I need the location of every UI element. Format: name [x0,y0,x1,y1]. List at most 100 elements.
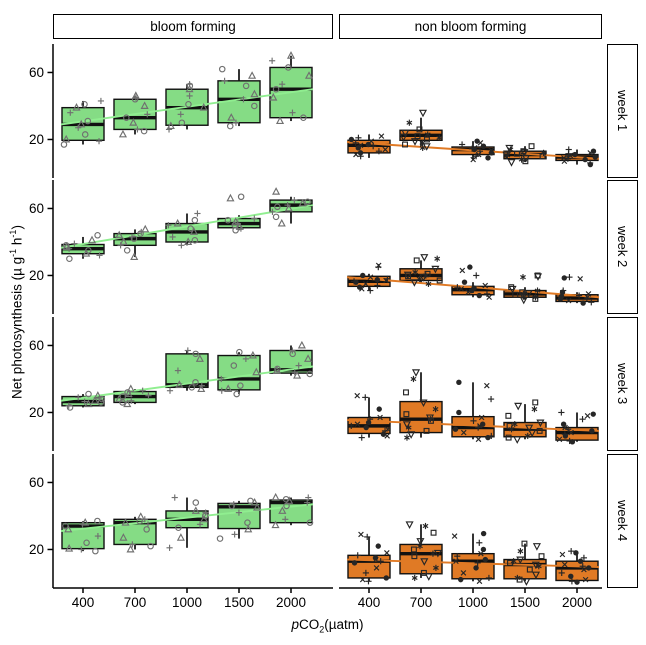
data-point [353,151,359,158]
data-point [528,143,535,150]
data-point [476,292,482,299]
data-point [384,550,390,556]
data-point [532,543,541,551]
data-point [192,499,200,506]
data-point [175,524,182,531]
data-point [526,566,533,573]
x-axis-label: pCO2(µatm) [291,617,364,635]
box [451,552,495,580]
data-point [411,553,418,560]
data-point [531,407,538,412]
data-point [284,64,292,71]
data-point [250,89,259,98]
data-point [227,113,236,121]
data-point [274,365,281,373]
data-point [360,272,366,279]
data-point [130,252,139,261]
data-point [373,565,380,571]
data-point [354,421,361,428]
data-point [304,198,311,206]
x-tick-label: 2000 [276,595,306,610]
data-point [528,429,537,438]
data-point [512,291,519,298]
data-point [175,380,184,388]
data-point [531,571,541,580]
data-point [372,555,379,561]
data-point [531,561,540,570]
data-point [375,262,382,269]
y-tick-label: 60 [29,65,44,80]
data-point [565,297,572,304]
data-point [432,407,439,412]
data-point [192,379,199,386]
data-point [436,135,443,140]
data-point [147,542,154,550]
data-point [411,369,421,377]
data-point [306,370,314,378]
data-point [538,553,545,560]
data-point [98,395,106,403]
data-point [458,286,465,292]
data-point [230,362,238,369]
y-tick-label: 60 [29,201,44,216]
data-point [419,145,426,150]
data-point [304,354,313,362]
data-point [418,109,428,118]
facet-strip-week-3: week 3 [607,317,638,451]
facet-header-label: non bloom forming [414,19,527,34]
data-point [484,382,490,389]
data-point [416,538,425,546]
data-point [192,350,199,358]
data-point [199,103,208,111]
facet-strip-week-2: week 2 [607,180,638,314]
data-point [384,433,390,439]
data-point [477,140,484,146]
data-point [419,399,428,408]
data-point [298,198,307,207]
facet-strip-week-4: week 4 [607,454,638,588]
data-point [456,379,462,386]
data-point [505,144,514,153]
data-point [90,396,99,404]
data-point [252,367,261,376]
data-point [184,237,193,245]
data-point [525,424,534,433]
data-point [471,285,477,291]
data-point [519,289,526,296]
data-point [406,120,413,125]
data-point [416,126,423,133]
data-point [436,277,443,284]
x-tick-label: 2000 [562,595,592,610]
data-point [356,284,363,290]
data-point [534,288,541,293]
data-point [569,439,576,445]
data-point [237,193,245,201]
data-point [414,133,421,140]
data-point [66,404,74,411]
data-point [507,159,516,167]
data-point [574,579,580,585]
data-point [510,559,517,564]
data-point [410,279,419,287]
data-point [433,549,442,558]
data-point [485,155,491,161]
data-point [62,242,70,249]
data-point [228,502,236,510]
facet-strip-label: week 4 [615,500,630,542]
facet-strip-label: week 1 [615,90,630,132]
data-point [376,406,382,412]
data-point [582,576,589,583]
data-point [383,575,389,581]
data-point [85,390,92,398]
box [503,558,547,580]
x-tick-label: 700 [410,595,433,610]
data-point [140,127,148,135]
data-point [580,300,586,306]
data-point [407,431,416,439]
data-point [403,389,409,396]
data-point [62,522,69,530]
data-point [518,157,525,162]
data-point [473,565,479,571]
x-tick-label: 700 [124,595,147,610]
data-point [272,187,281,195]
